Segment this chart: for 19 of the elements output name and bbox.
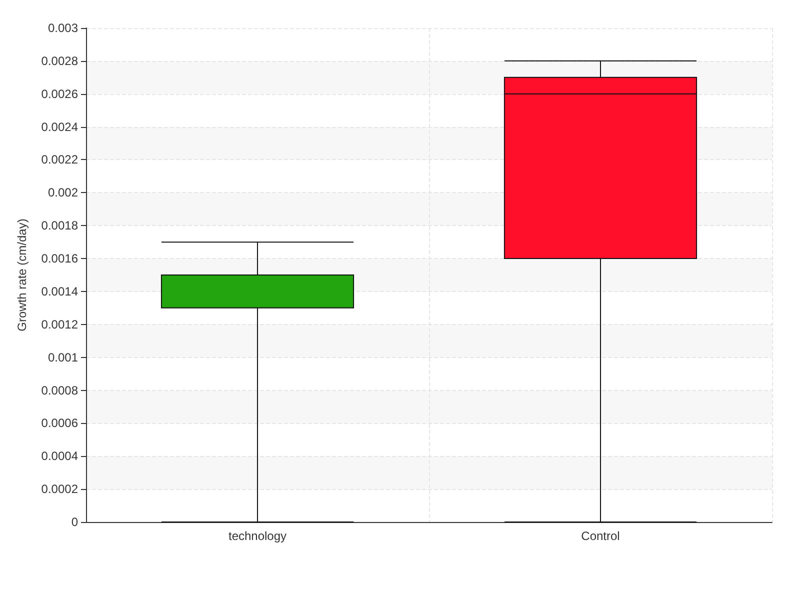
y-axis-title: Growth rate (cm/day) (15, 218, 29, 332)
y-tick-label: 0.0028 (41, 54, 78, 68)
y-tick-label: 0.0002 (41, 482, 78, 496)
y-tick-label: 0.002 (48, 186, 78, 200)
y-tick-label: 0 (71, 515, 78, 529)
y-tick-label: 0.0024 (41, 120, 78, 134)
y-tick-label: 0.001 (48, 350, 78, 364)
x-tick-label: technology (228, 529, 287, 543)
y-tick-label: 0.003 (48, 21, 78, 35)
y-tick-label: 0.0014 (41, 284, 78, 298)
y-tick-label: 0.0012 (41, 317, 78, 332)
y-tick-label: 0.0008 (41, 383, 78, 398)
x-tick-label: Control (581, 529, 620, 543)
y-tick-label: 0.0026 (41, 86, 78, 101)
y-tick-label: 0.0006 (41, 416, 78, 430)
y-tick-label: 0.0022 (41, 152, 78, 167)
y-tick-label: 0.0018 (41, 218, 78, 233)
y-tick-label: 0.0016 (41, 252, 78, 266)
y-tick-label: 0.0004 (41, 449, 78, 464)
